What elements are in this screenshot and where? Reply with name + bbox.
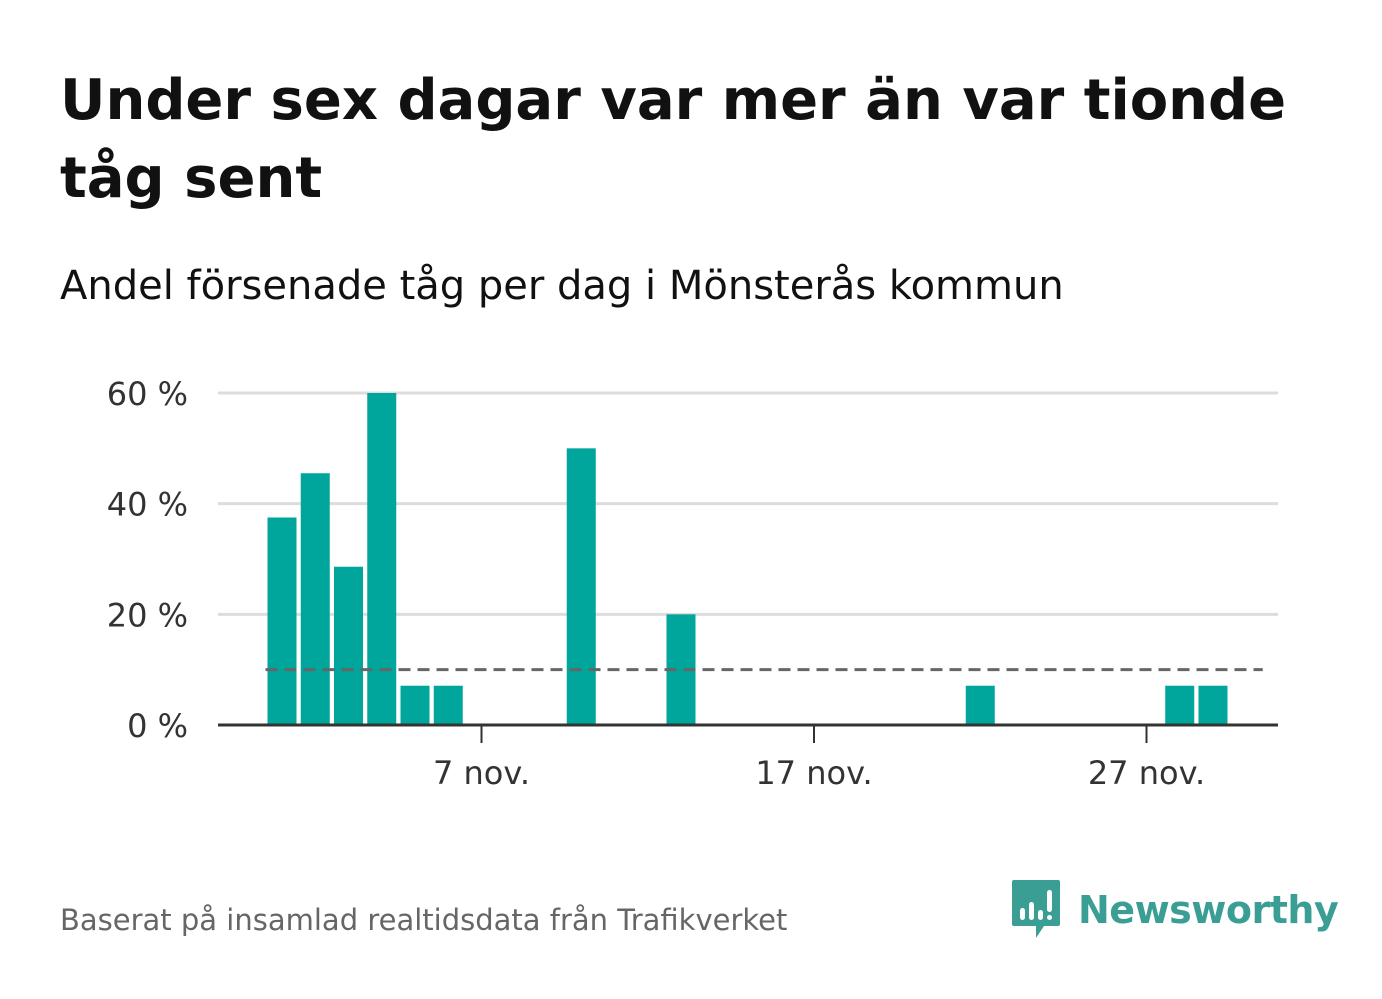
chart-title: Under sex dagar var mer än var tionde tå… (60, 68, 1287, 211)
y-tick-label: 40 % (107, 486, 188, 524)
y-tick-label: 60 % (107, 375, 188, 413)
bar (1165, 685, 1195, 725)
brand-name: Newsworthy (1078, 888, 1339, 932)
x-axis-labels: 7 nov. 17 nov. 27 nov. (433, 754, 1205, 792)
bar (433, 685, 463, 725)
y-axis-labels: 0 % 20 % 40 % 60 % (107, 375, 188, 745)
bar-chart-speech-bubble-icon (1012, 880, 1060, 938)
bars (267, 393, 1228, 725)
bar (400, 685, 430, 725)
bar (1198, 685, 1228, 725)
bar (566, 448, 596, 725)
bar (300, 473, 330, 725)
x-tick-label: 7 nov. (433, 754, 530, 792)
x-tick-label: 17 nov. (755, 754, 872, 792)
bar (367, 393, 397, 725)
y-tick-label: 20 % (107, 596, 188, 634)
newsworthy-brand[interactable]: Newsworthy (1010, 878, 1339, 942)
x-tick-label: 27 nov. (1088, 754, 1205, 792)
bar (965, 685, 995, 725)
source-note: Baserat på insamlad realtidsdata från Tr… (60, 903, 788, 937)
y-tick-label: 0 % (127, 707, 188, 745)
bar (334, 566, 363, 725)
bar (267, 517, 297, 725)
chart-subtitle: Andel försenade tåg per dag i Mönsterås … (60, 263, 1064, 309)
x-axis (218, 723, 1278, 743)
